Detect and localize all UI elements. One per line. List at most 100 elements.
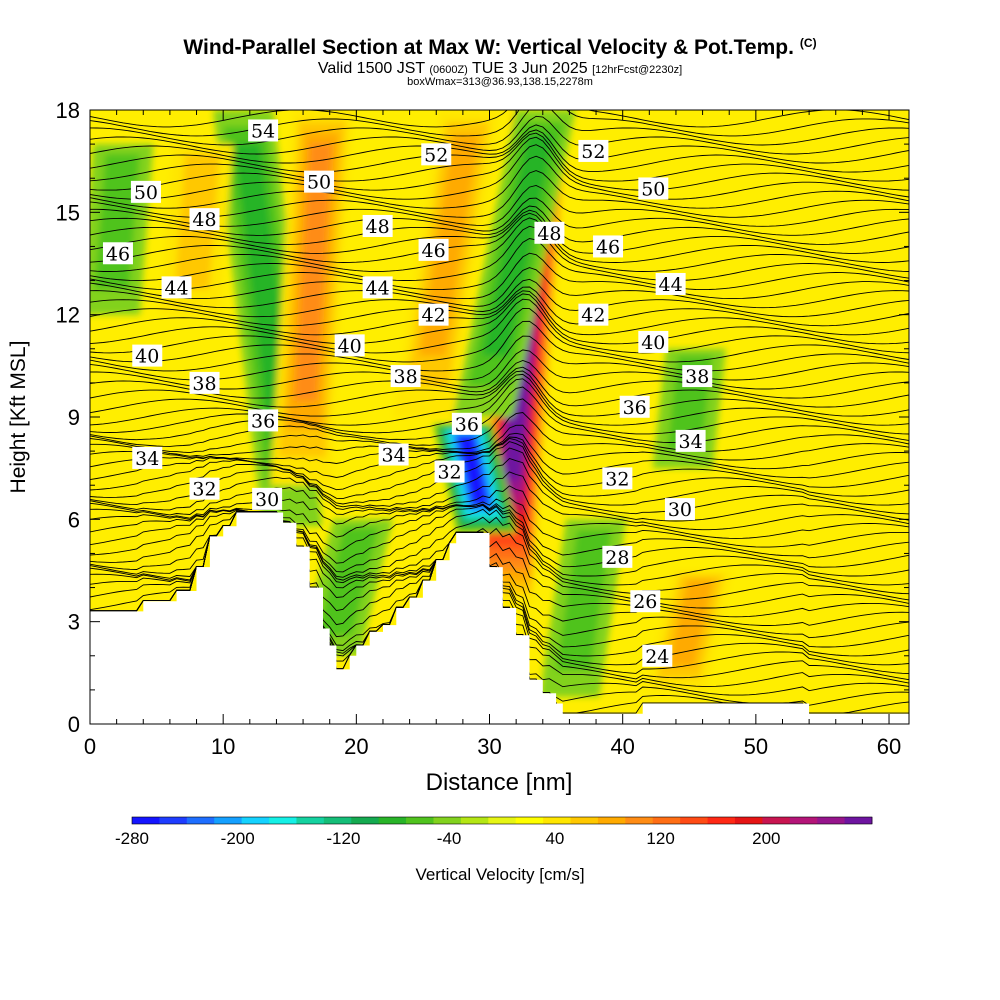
- theta-contour-line: [90, 366, 909, 408]
- velocity-band: [556, 530, 612, 671]
- colorbar: -280 -200 -120 -40 40 120 200: [115, 816, 873, 848]
- colorbar-swatch: [543, 817, 571, 824]
- theta-label-text: 38: [192, 373, 216, 395]
- theta-label: 38: [682, 365, 713, 388]
- theta-label: 32: [189, 477, 220, 501]
- theta-contour-line: [90, 205, 909, 245]
- colorbar-tick-label: 120: [646, 829, 674, 848]
- colorbar-swatch: [652, 817, 681, 824]
- theta-label: 24: [642, 644, 673, 668]
- velocity-band: [317, 527, 379, 636]
- theta-label: 30: [664, 498, 695, 521]
- theta-label-box: [578, 139, 609, 162]
- theta-contour-line: [90, 225, 909, 282]
- theta-contour-line: [90, 386, 909, 444]
- theta-label-box: [130, 180, 161, 203]
- theta-contour-labels: 54 52 52 50 50 50 48 48 48 46 46 46 44 44 44 42 42 40 40 40…: [102, 119, 713, 668]
- colorbar-swatch: [817, 817, 845, 824]
- theta-label-text: 48: [537, 223, 561, 245]
- theta-label: 34: [378, 443, 409, 467]
- theta-label: 52: [578, 139, 609, 163]
- theta-label: 38: [390, 365, 421, 388]
- colorbar-swatch: [734, 817, 763, 824]
- theta-contour-line: [90, 424, 909, 470]
- colorbar-tick-label: -200: [221, 829, 255, 848]
- colorbar-swatch: [570, 817, 599, 824]
- theta-label-box: [304, 170, 335, 193]
- theta-label-box: [102, 242, 133, 265]
- theta-label: 46: [418, 238, 449, 262]
- valid-time-line: Valid 1500 JST (0600Z) TUE 3 Jun 2025 [1…: [0, 60, 1000, 78]
- valid-utc: (0600Z): [429, 64, 468, 76]
- theta-label-text: 40: [338, 335, 362, 357]
- theta-label-box: [638, 177, 669, 200]
- theta-label-text: 32: [437, 462, 461, 484]
- colorbar-swatch: [680, 817, 708, 824]
- colorbar-swatch: [214, 817, 243, 824]
- x-axis-label: Distance [nm]: [426, 769, 573, 796]
- theta-label-text: 42: [581, 305, 605, 327]
- box-info: boxWmax=313@36.93,138.15,2278m: [407, 76, 593, 88]
- theta-label: 36: [248, 409, 279, 432]
- theta-contour-line: [90, 508, 909, 586]
- y-tick-label: 0: [68, 712, 80, 737]
- theta-label: 50: [304, 170, 335, 194]
- theta-label: 38: [189, 371, 220, 395]
- colorbar-swatch: [488, 817, 517, 824]
- theta-contour-line: [90, 378, 909, 435]
- theta-label-text: 46: [421, 240, 445, 262]
- colorbar-swatch: [844, 817, 873, 824]
- theta-label: 48: [189, 208, 220, 231]
- theta-contour-line: [90, 293, 909, 345]
- theta-contour-line: [90, 155, 909, 209]
- theta-label-box: [682, 365, 713, 388]
- theta-label-text: 46: [106, 243, 130, 265]
- theta-label-text: 34: [382, 445, 406, 467]
- theta-contour-line: [90, 252, 909, 300]
- theta-label: 26: [630, 590, 661, 613]
- theta-label-box: [675, 429, 706, 452]
- theta-contour-line: [90, 197, 909, 236]
- theta-contour-line: [90, 497, 909, 548]
- theta-label-box: [362, 214, 393, 237]
- theta-label-box: [418, 238, 449, 261]
- theta-label-box: [593, 235, 624, 258]
- theta-label-box: [421, 143, 452, 166]
- theta-label-box: [630, 590, 661, 613]
- theta-label: 32: [434, 460, 465, 484]
- theta-label: 54: [248, 119, 279, 142]
- theta-contour-line: [90, 432, 909, 479]
- colorbar-swatch: [159, 817, 188, 824]
- theta-label-text: 46: [596, 236, 620, 258]
- y-tick-label: 3: [68, 610, 80, 635]
- x-tick-label: 50: [744, 734, 768, 759]
- colorbar-swatch: [186, 817, 215, 824]
- theta-contour-line: [90, 373, 909, 426]
- theta-label-box: [189, 208, 220, 231]
- y-tick-label: 15: [56, 200, 80, 225]
- theta-label-text: 42: [421, 305, 445, 327]
- theta-contour-line: [90, 511, 909, 601]
- theta-label-box: [451, 412, 482, 435]
- colorbar-tick-label: -40: [437, 829, 462, 848]
- theta-contour-line: [90, 511, 909, 595]
- colorbar-tick-label: 40: [545, 829, 564, 848]
- theta-contour-line: [90, 129, 909, 173]
- theta-label-text: 36: [623, 397, 647, 419]
- theta-label-box: [189, 371, 220, 394]
- theta-label-box: [334, 334, 365, 357]
- theta-label-box: [378, 443, 409, 466]
- theta-label: 40: [132, 344, 163, 368]
- theta-label-text: 40: [135, 346, 159, 368]
- theta-label-text: 50: [641, 178, 665, 200]
- colorbar-swatch: [323, 817, 352, 824]
- theta-contour-line: [90, 110, 909, 137]
- y-tick-label: 12: [56, 303, 80, 328]
- theta-label-text: 32: [605, 468, 629, 490]
- theta-label-box: [638, 330, 669, 353]
- theta-label-text: 38: [394, 366, 418, 388]
- x-tick-label: 40: [610, 734, 634, 759]
- theta-contour-line: [90, 132, 909, 182]
- theta-contour-line: [90, 349, 909, 390]
